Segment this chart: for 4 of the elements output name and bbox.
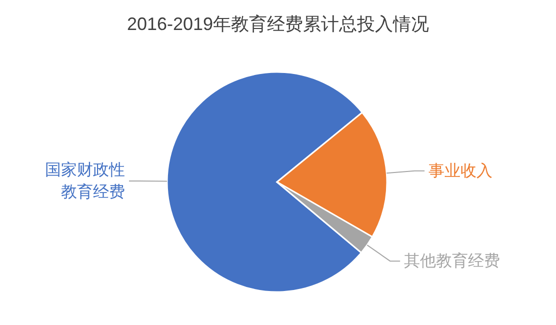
slice-label: 国家财政性教育经费 [45,161,126,202]
slice-label: 事业收入 [428,162,493,180]
slice-label: 其他教育经费 [404,252,500,270]
chart-title: 2016-2019年教育经费累计总投入情况 [126,14,430,34]
